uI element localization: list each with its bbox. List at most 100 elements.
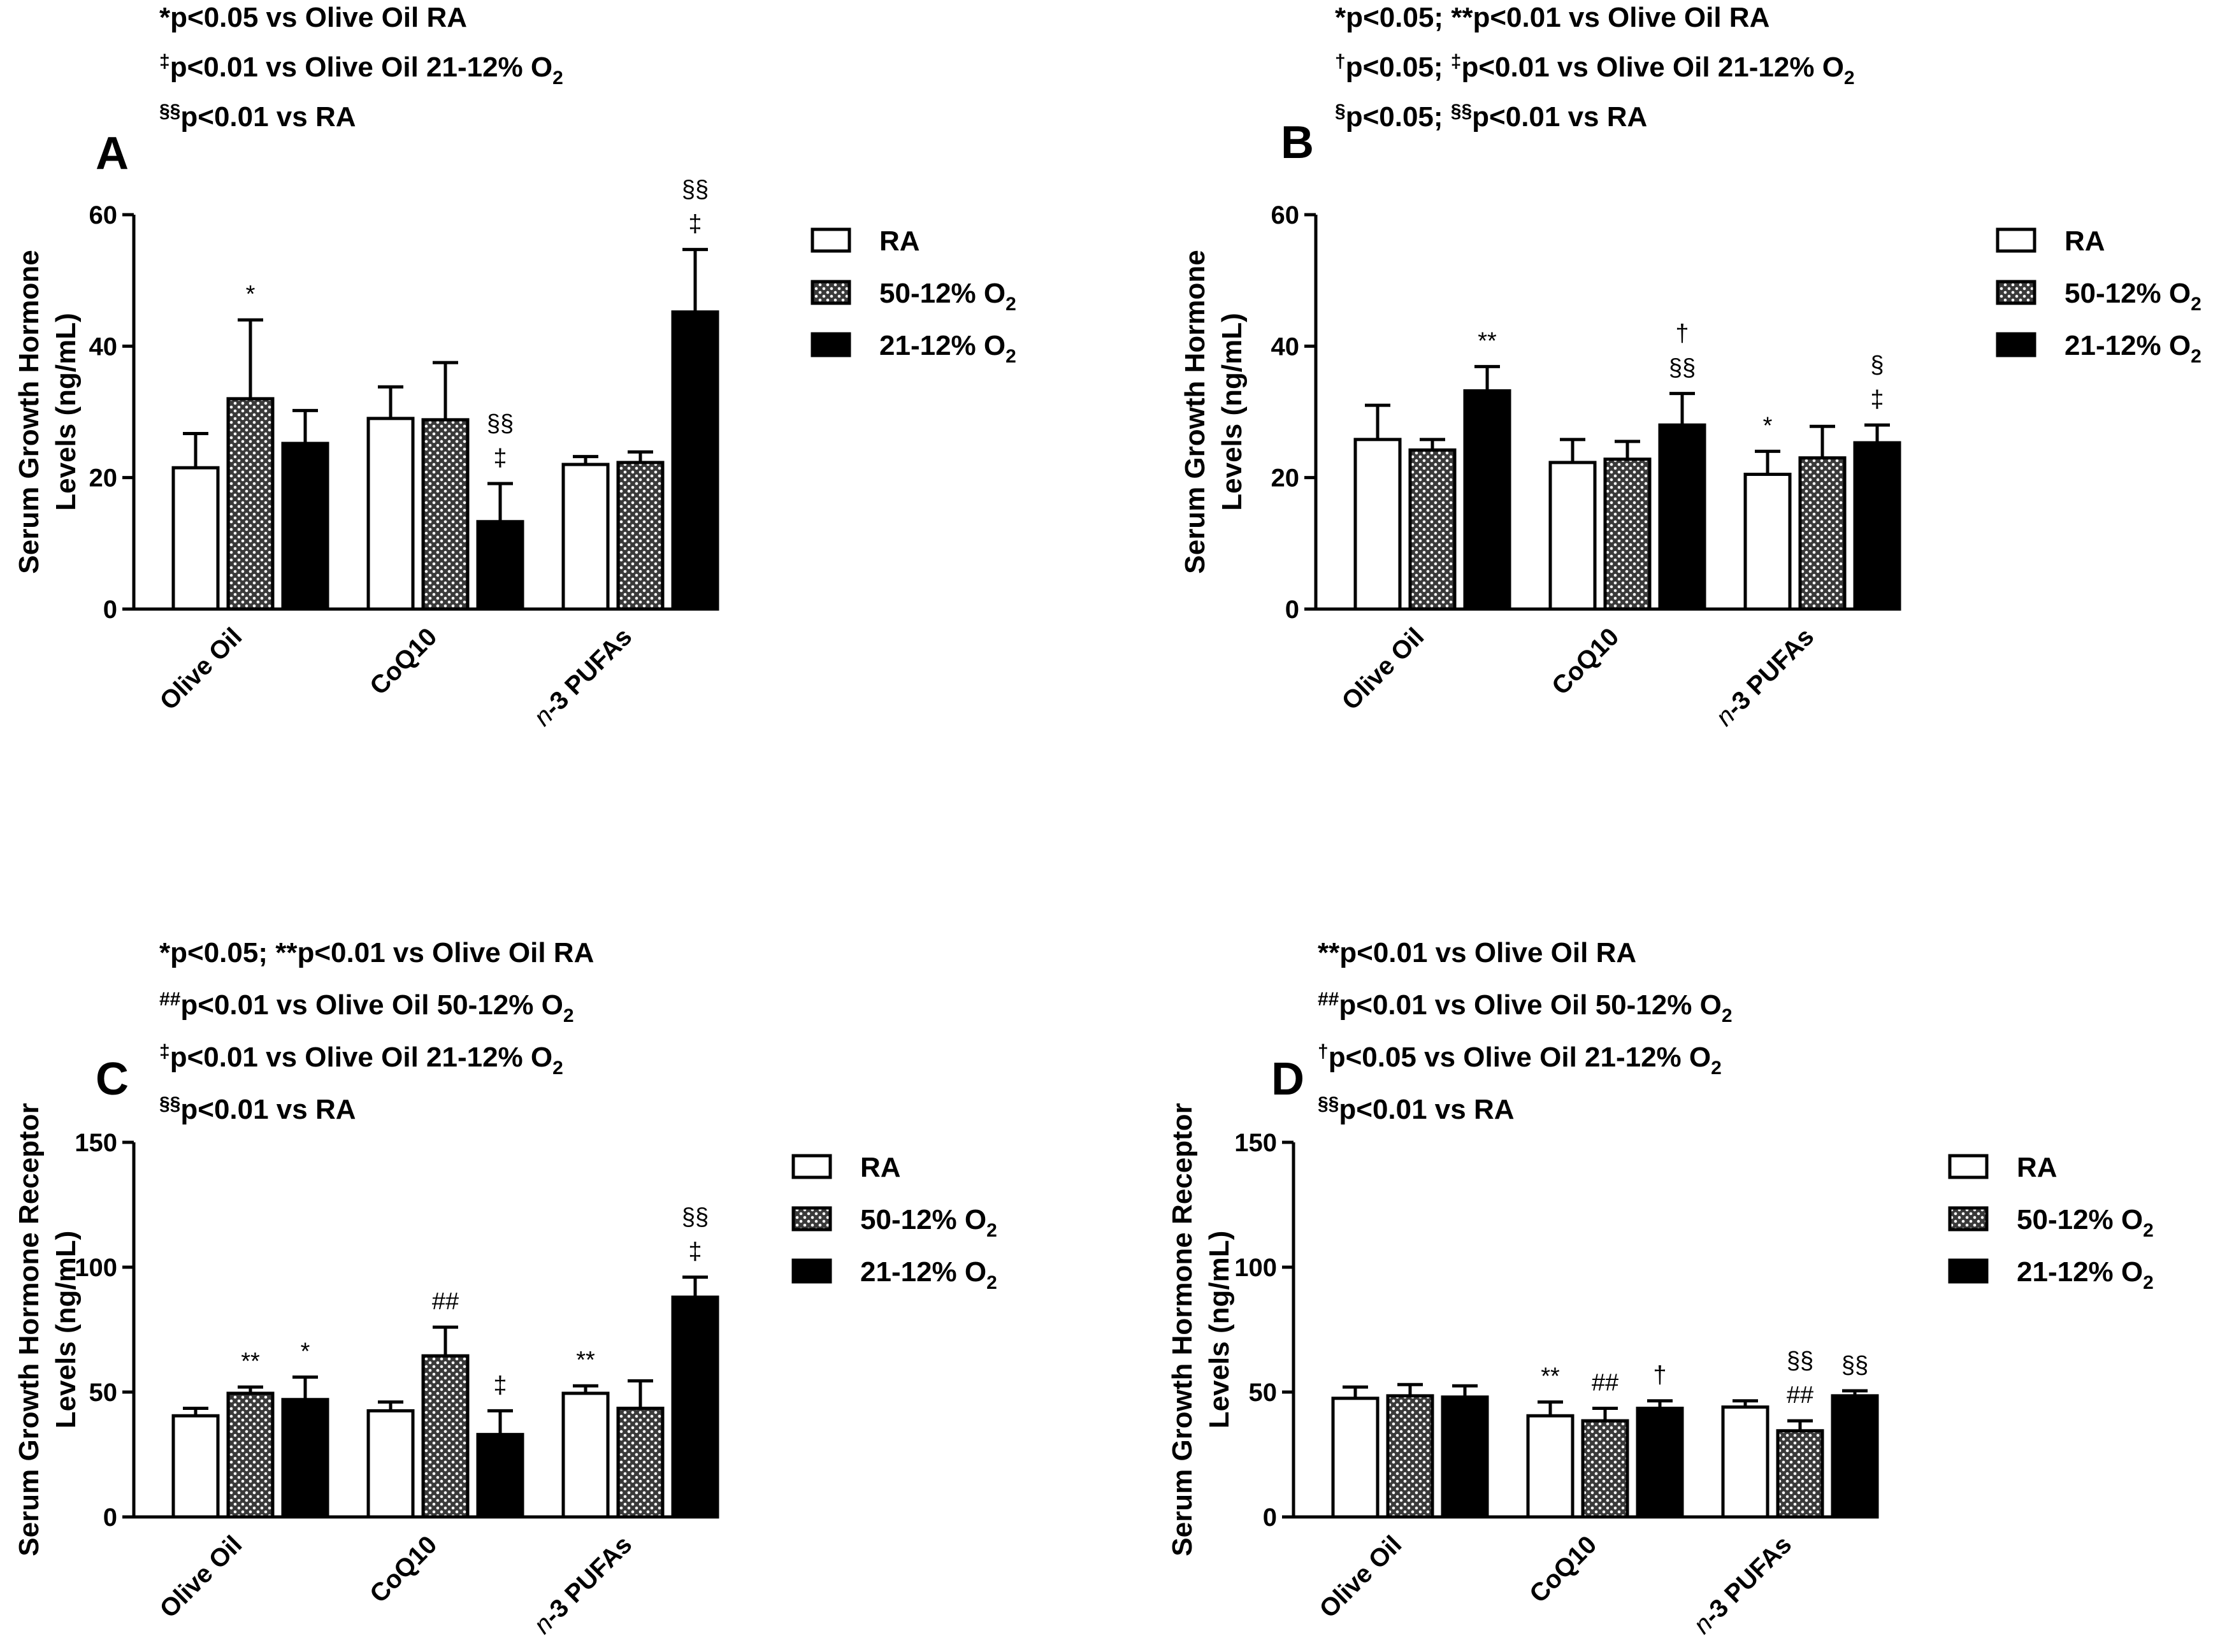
legend-swatch: [811, 280, 851, 305]
legend-label: 50-12% O2: [860, 1204, 997, 1241]
significance-note: §p<0.05; §§p<0.01 vs RA: [1335, 101, 1647, 133]
y-tick-label: 20: [89, 464, 118, 492]
category-label: Olive Oil: [154, 622, 247, 715]
significance-note: *p<0.05; **p<0.01 vs Olive Oil RA: [1335, 2, 1769, 33]
bar: [1331, 1397, 1380, 1519]
category-label: CoQ10: [1546, 622, 1624, 700]
significance-mark: ‡: [493, 445, 507, 471]
legend-label: RA: [2065, 226, 2105, 257]
category-label: CoQ10: [364, 1530, 442, 1608]
y-tick-label: 40: [89, 333, 118, 361]
significance-note: ‡p<0.01 vs Olive Oil 21-12% O2: [159, 51, 563, 89]
y-axis-label: Serum Growth Hormone Receptor: [13, 1103, 45, 1556]
significance-mark: §§: [487, 410, 514, 437]
legend-label: RA: [2017, 1152, 2057, 1183]
bar: [1658, 423, 1706, 611]
y-tick-label: 150: [1234, 1129, 1277, 1157]
panels: *p<0.05 vs Olive Oil RA ‡p<0.01 vs Olive …: [13, 2, 2202, 1639]
bar: [421, 418, 470, 611]
legend-label: 21-12% O2: [2065, 330, 2202, 367]
y-tick-label: 100: [1234, 1254, 1277, 1282]
bar: [1353, 438, 1402, 611]
legend-label: 50-12% O2: [2017, 1204, 2154, 1241]
panel-letter: A: [96, 128, 129, 179]
bar: [226, 1391, 275, 1519]
bar: [1831, 1394, 1879, 1519]
significance-note: *p<0.05; **p<0.01 vs Olive Oil RA: [159, 937, 594, 968]
category-label: CoQ10: [364, 622, 442, 700]
legend-swatch: [811, 227, 851, 253]
panel-b: *p<0.05; **p<0.01 vs Olive Oil RA †p<0.05…: [1179, 2, 2202, 731]
bar: [171, 1414, 220, 1519]
bar: [281, 442, 329, 611]
significance-mark: *: [301, 1338, 310, 1365]
significance-mark: **: [241, 1348, 260, 1375]
legend-swatch: [791, 1206, 832, 1232]
category-label: n-3 PUFAs: [528, 622, 637, 731]
legend-label: 50-12% O2: [2065, 278, 2202, 315]
bar: [1463, 389, 1511, 611]
significance-note: §§p<0.01 vs RA: [159, 1093, 356, 1125]
legend-swatch: [1996, 280, 2036, 305]
y-tick-label: 40: [1271, 333, 1300, 361]
bar: [366, 417, 415, 611]
legend-swatch: [1948, 1206, 1989, 1232]
legend-swatch: [811, 332, 851, 357]
y-tick-label: 60: [89, 201, 118, 229]
y-axis-label: Serum Growth Hormone: [1179, 250, 1211, 574]
panel-c: *p<0.05; **p<0.01 vs Olive Oil RA ##p<0.0…: [13, 937, 997, 1639]
bar: [616, 1406, 665, 1519]
bar: [421, 1354, 470, 1519]
significance-note: ##p<0.01 vs Olive Oil 50-12% O2: [159, 989, 574, 1026]
significance-mark: *: [1763, 412, 1773, 439]
category-label: CoQ10: [1524, 1530, 1602, 1608]
bar: [171, 466, 220, 611]
legend-label: 21-12% O2: [879, 330, 1016, 367]
legend-label: 21-12% O2: [860, 1256, 997, 1293]
legend-label: 21-12% O2: [2017, 1256, 2154, 1293]
bar: [1636, 1406, 1684, 1519]
significance-mark: §§: [1669, 355, 1696, 382]
significance-mark: †: [1675, 320, 1689, 347]
significance-note: *p<0.05 vs Olive Oil RA: [159, 2, 467, 33]
y-tick-label: 50: [1249, 1379, 1278, 1407]
significance-mark: ‡: [688, 1239, 702, 1265]
significance-mark: *: [246, 281, 256, 308]
y-tick-label: 0: [103, 596, 117, 624]
y-tick-label: 60: [1271, 201, 1300, 229]
significance-mark: §: [1870, 352, 1884, 378]
bar: [1386, 1394, 1434, 1519]
significance-mark: ##: [1592, 1369, 1618, 1396]
y-tick-label: 0: [1285, 596, 1299, 624]
bar: [366, 1409, 415, 1519]
category-label: Olive Oil: [154, 1530, 247, 1623]
bar: [1526, 1414, 1575, 1519]
significance-note: †p<0.05; ‡p<0.01 vs Olive Oil 21-12% O2: [1335, 51, 1855, 89]
bar: [561, 1391, 610, 1519]
bar: [1548, 461, 1597, 611]
legend-label: RA: [879, 226, 920, 257]
y-tick-label: 0: [103, 1504, 117, 1532]
bar: [1603, 457, 1652, 611]
significance-mark: **: [1478, 327, 1497, 354]
bar: [561, 463, 610, 611]
bar: [671, 310, 719, 611]
bar: [281, 1398, 329, 1519]
panel-letter: C: [96, 1054, 129, 1105]
category-label: n-3 PUFAs: [1688, 1530, 1797, 1639]
significance-mark: §§: [682, 176, 709, 203]
bar: [1581, 1419, 1629, 1519]
category-label: n-3 PUFAs: [1710, 622, 1819, 731]
significance-mark: **: [576, 1347, 595, 1374]
bar: [1721, 1405, 1769, 1519]
significance-mark: ##: [432, 1288, 459, 1315]
significance-mark: ‡: [1870, 386, 1884, 413]
legend-label: 50-12% O2: [879, 278, 1016, 315]
legend-swatch: [791, 1258, 832, 1284]
category-label: n-3 PUFAs: [528, 1530, 637, 1639]
significance-mark: ‡: [493, 1372, 507, 1398]
y-tick-label: 20: [1271, 464, 1300, 492]
significance-mark: §§: [1787, 1347, 1813, 1374]
bar: [616, 461, 665, 611]
significance-mark: ##: [1787, 1382, 1813, 1409]
